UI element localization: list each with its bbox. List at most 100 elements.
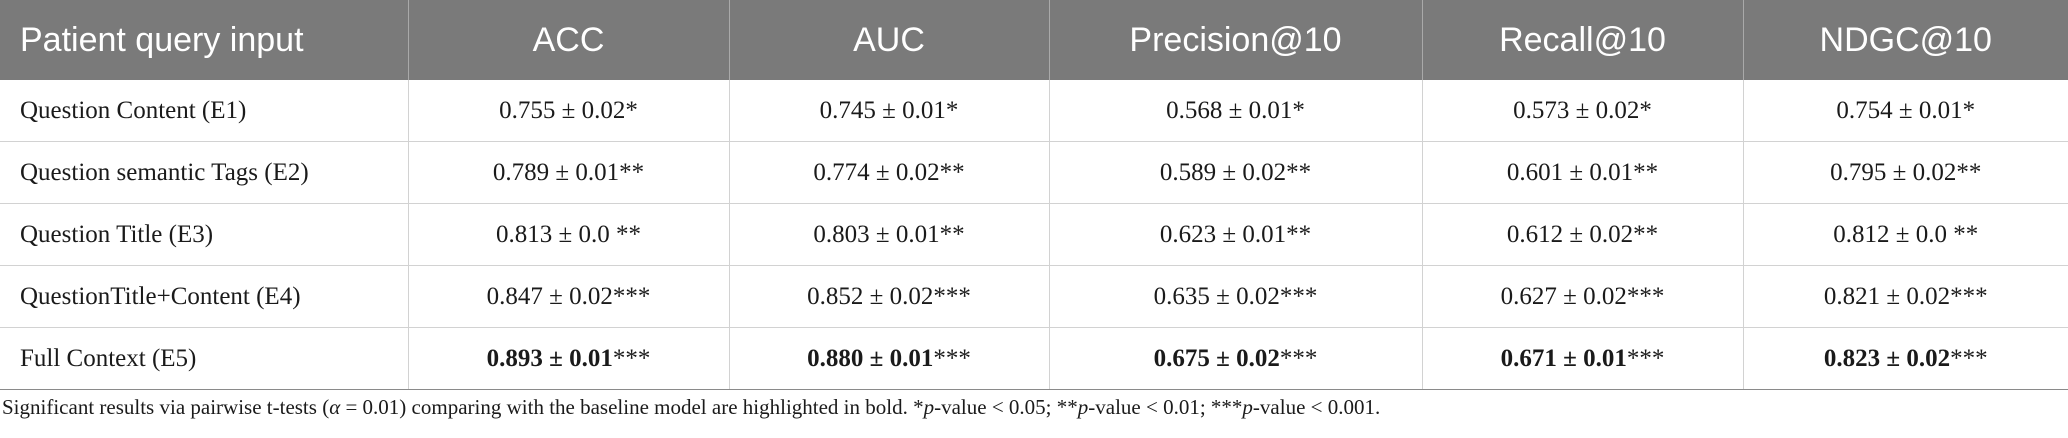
cell-value-bold: 0.880 ± 0.01 [807, 344, 934, 372]
header-auc: AUC [728, 0, 1049, 80]
cell-value: 0.813 ± 0.0 [496, 220, 610, 248]
cell-significance: ** [1946, 220, 1979, 248]
cell-value: 0.852 ± 0.02 [807, 282, 934, 310]
cell-significance: * [1962, 96, 1976, 124]
cell-value-bold: 0.893 ± 0.01 [486, 344, 613, 372]
cell-significance: *** [1626, 282, 1665, 310]
cell-significance: *** [1279, 344, 1318, 372]
cell-value: 0.589 ± 0.02 [1159, 158, 1287, 186]
table-cell: 0.623 ± 0.01** [1048, 203, 1422, 266]
footnote-p: p [1077, 395, 1089, 419]
table-cell: 0.755 ± 0.02* [407, 80, 729, 142]
table-cell: 0.675 ± 0.02*** [1048, 327, 1422, 390]
cell-significance: * [625, 96, 638, 124]
table-row: Question Content (E1) 0.755 ± 0.02* 0.74… [0, 80, 2068, 142]
cell-significance: ** [939, 220, 965, 248]
footnote-text: -value < 0.05; ** [934, 395, 1078, 419]
table-cell: 0.601 ± 0.01** [1421, 141, 1743, 204]
footnote-p: p [1242, 395, 1253, 419]
results-table: Patient query input ACC AUC Precision@10… [0, 0, 2068, 390]
table-cell: 0.821 ± 0.02*** [1742, 265, 2068, 328]
table-cell: 0.573 ± 0.02* [1421, 80, 1743, 142]
cell-significance: * [945, 96, 959, 124]
table-cell: 0.795 ± 0.02** [1742, 141, 2068, 204]
footnote-text: Significant results via pairwise t-tests… [2, 395, 330, 419]
cell-value: 0.573 ± 0.02 [1513, 96, 1640, 124]
table-cell: 0.852 ± 0.02*** [728, 265, 1049, 328]
cell-value-bold: 0.671 ± 0.01 [1500, 344, 1627, 372]
table-cell: 0.880 ± 0.01*** [728, 327, 1049, 390]
cell-significance: ** [1286, 220, 1312, 248]
cell-value: 0.803 ± 0.01 [813, 220, 940, 248]
row-label: Question Title (E3) [0, 203, 408, 266]
footnote-text: -value < 0.01; *** [1088, 395, 1243, 419]
cell-value: 0.789 ± 0.01 [492, 158, 620, 186]
header-ndgc-at-10: NDGC@10 [1742, 0, 2068, 80]
cell-significance: *** [933, 344, 971, 372]
table-cell: 0.812 ± 0.0 ** [1742, 203, 2068, 266]
table-cell: 0.589 ± 0.02** [1048, 141, 1422, 204]
cell-value: 0.745 ± 0.01 [819, 96, 946, 124]
cell-significance: ** [619, 158, 645, 186]
header-patient-query-input: Patient query input [0, 0, 408, 80]
table-row: Full Context (E5) 0.893 ± 0.01*** 0.880 … [0, 327, 2068, 390]
table-cell: 0.635 ± 0.02*** [1048, 265, 1422, 328]
table-cell: 0.893 ± 0.01*** [407, 327, 729, 390]
footnote-p: p [923, 395, 935, 419]
cell-significance: * [1292, 96, 1305, 124]
cell-significance: ** [1633, 158, 1659, 186]
table-cell: 0.627 ± 0.02*** [1421, 265, 1743, 328]
cell-significance: *** [612, 344, 651, 372]
cell-significance: ** [1286, 158, 1312, 186]
cell-value: 0.812 ± 0.0 [1833, 220, 1947, 248]
cell-value: 0.821 ± 0.02 [1823, 282, 1951, 310]
table-cell: 0.823 ± 0.02*** [1742, 327, 2068, 390]
cell-value-bold: 0.823 ± 0.02 [1823, 344, 1951, 372]
header-acc: ACC [407, 0, 729, 80]
cell-significance: *** [1950, 344, 1988, 372]
table-row: Question semantic Tags (E2) 0.789 ± 0.01… [0, 141, 2068, 204]
table-cell: 0.803 ± 0.01** [728, 203, 1049, 266]
row-label: Full Context (E5) [0, 327, 408, 390]
table-cell: 0.745 ± 0.01* [728, 80, 1049, 142]
table-footnote: Significant results via pairwise t-tests… [2, 395, 1380, 420]
row-label: QuestionTitle+Content (E4) [0, 265, 408, 328]
table-header-row: Patient query input ACC AUC Precision@10… [0, 0, 2068, 80]
cell-significance: *** [1950, 282, 1988, 310]
table-cell: 0.671 ± 0.01*** [1421, 327, 1743, 390]
table-cell: 0.847 ± 0.02*** [407, 265, 729, 328]
table-cell: 0.612 ± 0.02** [1421, 203, 1743, 266]
cell-value: 0.568 ± 0.01 [1166, 96, 1293, 124]
cell-significance: ** [1956, 158, 1982, 186]
cell-value: 0.754 ± 0.01 [1836, 96, 1963, 124]
cell-significance: *** [612, 282, 651, 310]
cell-value: 0.612 ± 0.02 [1506, 220, 1634, 248]
cell-value: 0.755 ± 0.02 [499, 96, 626, 124]
row-label: Question Content (E1) [0, 80, 408, 142]
cell-significance: *** [1279, 282, 1318, 310]
table-row: Question Title (E3) 0.813 ± 0.0 ** 0.803… [0, 203, 2068, 266]
cell-value: 0.795 ± 0.02 [1830, 158, 1957, 186]
header-precision-at-10: Precision@10 [1048, 0, 1422, 80]
row-label: Question semantic Tags (E2) [0, 141, 408, 204]
table-cell: 0.568 ± 0.01* [1048, 80, 1422, 142]
footnote-alpha: α [329, 395, 341, 419]
cell-value-bold: 0.675 ± 0.02 [1153, 344, 1280, 372]
table-cell: 0.774 ± 0.02** [728, 141, 1049, 204]
table-row: QuestionTitle+Content (E4) 0.847 ± 0.02*… [0, 265, 2068, 328]
table-cell: 0.754 ± 0.01* [1742, 80, 2068, 142]
cell-significance: *** [1626, 344, 1665, 372]
results-table-container: Patient query input ACC AUC Precision@10… [0, 0, 2068, 390]
cell-value: 0.847 ± 0.02 [486, 282, 613, 310]
cell-significance: ** [609, 220, 641, 248]
cell-value: 0.627 ± 0.02 [1500, 282, 1627, 310]
cell-value: 0.635 ± 0.02 [1153, 282, 1280, 310]
cell-significance: ** [939, 158, 965, 186]
table-cell: 0.789 ± 0.01** [407, 141, 729, 204]
cell-significance: ** [1633, 220, 1659, 248]
table-cell: 0.813 ± 0.0 ** [407, 203, 729, 266]
cell-value: 0.601 ± 0.01 [1506, 158, 1634, 186]
footnote-text: = 0.01) comparing with the baseline mode… [340, 395, 924, 419]
cell-significance: * [1639, 96, 1652, 124]
cell-value: 0.774 ± 0.02 [813, 158, 940, 186]
